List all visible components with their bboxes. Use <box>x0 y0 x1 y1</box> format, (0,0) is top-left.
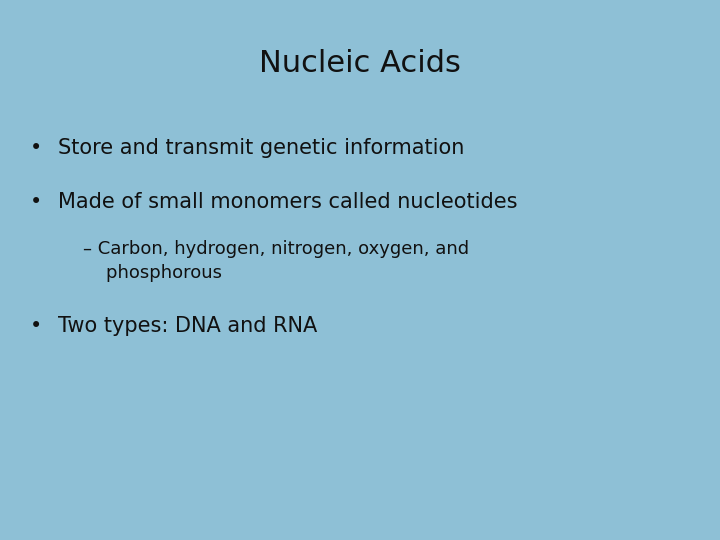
Text: •: • <box>30 138 42 158</box>
Text: Store and transmit genetic information: Store and transmit genetic information <box>58 138 464 158</box>
Text: Two types: DNA and RNA: Two types: DNA and RNA <box>58 316 317 336</box>
Text: Made of small monomers called nucleotides: Made of small monomers called nucleotide… <box>58 192 517 212</box>
Text: – Carbon, hydrogen, nitrogen, oxygen, and
    phosphorous: – Carbon, hydrogen, nitrogen, oxygen, an… <box>83 240 469 282</box>
Text: Nucleic Acids: Nucleic Acids <box>259 49 461 78</box>
Text: •: • <box>30 316 42 336</box>
Text: •: • <box>30 192 42 212</box>
